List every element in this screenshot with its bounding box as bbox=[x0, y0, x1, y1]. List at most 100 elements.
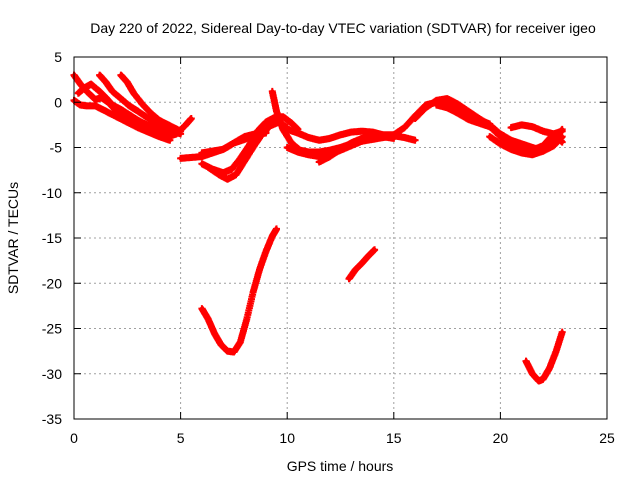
data-point bbox=[509, 147, 514, 152]
data-point bbox=[244, 317, 249, 322]
x-tick-label: 5 bbox=[177, 430, 185, 446]
data-point bbox=[413, 138, 418, 143]
y-tick-label: -35 bbox=[42, 411, 62, 427]
data-point bbox=[167, 123, 172, 128]
y-tick-label: -30 bbox=[42, 366, 62, 382]
data-point bbox=[118, 73, 123, 78]
data-point bbox=[157, 134, 162, 139]
data-point bbox=[253, 131, 258, 136]
data-point bbox=[551, 131, 556, 136]
data-point bbox=[93, 97, 98, 102]
y-tick-label: -10 bbox=[42, 185, 62, 201]
data-point bbox=[103, 95, 108, 100]
data-point bbox=[210, 149, 215, 154]
data-point bbox=[274, 226, 279, 231]
data-point bbox=[372, 247, 377, 252]
data-point bbox=[359, 129, 364, 134]
series-track-17 bbox=[507, 121, 566, 146]
data-point bbox=[547, 366, 552, 371]
y-tick-label: -15 bbox=[42, 230, 62, 246]
data-point bbox=[231, 350, 236, 355]
data-point bbox=[541, 377, 546, 382]
data-point bbox=[560, 127, 565, 132]
data-point bbox=[317, 154, 322, 159]
data-point bbox=[93, 103, 98, 108]
data-point bbox=[370, 133, 375, 138]
data-point bbox=[560, 140, 565, 145]
x-tick-label: 20 bbox=[493, 430, 509, 446]
data-point bbox=[199, 161, 204, 166]
data-point bbox=[78, 102, 83, 107]
data-point bbox=[466, 117, 471, 122]
data-point bbox=[242, 159, 247, 164]
data-point bbox=[140, 102, 145, 107]
data-point bbox=[487, 134, 492, 139]
data-point bbox=[114, 114, 119, 119]
data-point bbox=[289, 140, 294, 145]
x-axis-label: GPS time / hours bbox=[287, 458, 394, 474]
series-track-18 bbox=[198, 225, 280, 356]
series-track-20 bbox=[522, 328, 566, 385]
data-point bbox=[103, 80, 108, 85]
data-point bbox=[82, 85, 87, 90]
data-point bbox=[270, 89, 275, 94]
data-point bbox=[219, 342, 224, 347]
data-point bbox=[206, 165, 211, 170]
data-point bbox=[519, 145, 524, 150]
data-point bbox=[560, 330, 565, 335]
data-point bbox=[553, 350, 558, 355]
x-tick-label: 0 bbox=[70, 430, 78, 446]
data-point bbox=[110, 102, 115, 107]
data-point bbox=[327, 154, 332, 159]
data-point bbox=[178, 156, 183, 161]
data-point bbox=[263, 249, 268, 254]
tick-layer: 0 5 10 15 20 25 5 0 -5 -10 -15 -20 -25 -30 -35 bbox=[42, 49, 615, 446]
data-point bbox=[523, 359, 528, 364]
data-point bbox=[519, 122, 524, 127]
series-track-3 bbox=[74, 80, 174, 139]
data-point bbox=[530, 371, 535, 376]
data-layer bbox=[70, 71, 566, 385]
y-tick-label: 5 bbox=[54, 49, 62, 65]
data-point bbox=[359, 136, 364, 141]
data-point bbox=[238, 156, 243, 161]
data-point bbox=[295, 150, 300, 155]
data-point bbox=[466, 109, 471, 114]
data-point bbox=[413, 116, 418, 121]
y-tick-label: -5 bbox=[50, 140, 63, 156]
data-point bbox=[366, 254, 371, 259]
data-point bbox=[135, 125, 140, 130]
data-point bbox=[221, 147, 226, 152]
data-point bbox=[167, 132, 172, 137]
data-point bbox=[509, 125, 514, 130]
data-point bbox=[231, 140, 236, 145]
data-point bbox=[97, 89, 102, 94]
data-point bbox=[103, 109, 108, 114]
data-point bbox=[338, 147, 343, 152]
series-markers bbox=[522, 328, 566, 385]
data-point bbox=[263, 120, 268, 125]
data-point bbox=[135, 109, 140, 114]
data-point bbox=[509, 141, 514, 146]
series-track-5 bbox=[117, 71, 185, 135]
data-point bbox=[349, 140, 354, 145]
series-track-19 bbox=[345, 246, 379, 283]
data-point bbox=[234, 172, 239, 177]
data-point bbox=[289, 121, 294, 126]
data-point bbox=[536, 378, 541, 383]
data-point bbox=[206, 317, 211, 322]
data-point bbox=[317, 159, 322, 164]
data-point bbox=[157, 118, 162, 123]
data-point bbox=[242, 134, 247, 139]
data-point bbox=[327, 136, 332, 141]
data-point bbox=[229, 167, 234, 172]
data-point bbox=[381, 134, 386, 139]
x-tick-label: 25 bbox=[599, 430, 615, 446]
data-point bbox=[359, 261, 364, 266]
data-point bbox=[84, 103, 89, 108]
data-point bbox=[238, 340, 243, 345]
series-track-4 bbox=[96, 71, 185, 138]
data-point bbox=[498, 134, 503, 139]
data-point bbox=[146, 123, 151, 128]
